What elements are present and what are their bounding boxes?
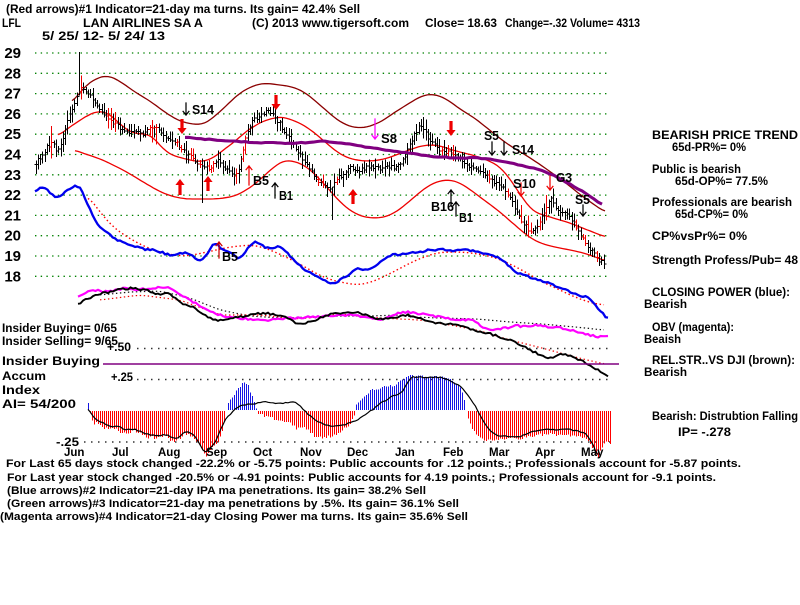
svg-text:May: May	[581, 447, 604, 459]
svg-text:21: 21	[4, 207, 21, 224]
svg-text:+.50: +.50	[107, 342, 131, 354]
svg-text:Beaish: Beaish	[644, 334, 681, 346]
svg-text:(Green arrows)#3 Indicator=21-: (Green arrows)#3 Indicator=21-day ma pen…	[7, 498, 459, 510]
svg-text:Insider Selling= 9/65: Insider Selling= 9/65	[2, 336, 119, 348]
svg-text:S10: S10	[513, 176, 536, 191]
svg-text:Public is bearish: Public is bearish	[652, 164, 741, 176]
svg-text:LAN AIRLINES SA A: LAN AIRLINES SA A	[83, 18, 203, 30]
svg-text:Apr: Apr	[535, 447, 555, 459]
svg-text:(Blue arrows)#2 Indicator=21-d: (Blue arrows)#2 Indicator=21-day IPA ma …	[7, 485, 426, 497]
svg-text:BEARISH PRICE TREND: BEARISH PRICE TREND	[652, 130, 798, 142]
svg-text:(Magenta arrows)#4 Indicator=2: (Magenta arrows)#4 Indicator=21-day Clos…	[0, 511, 468, 523]
svg-text:Strength Profess/Pub= 48: Strength Profess/Pub= 48	[652, 255, 799, 267]
svg-text:CP%vsPr%= 0%: CP%vsPr%= 0%	[652, 231, 747, 243]
svg-text:Professionals are bearish: Professionals are bearish	[652, 197, 792, 209]
svg-text:22: 22	[4, 187, 21, 204]
svg-text:26: 26	[4, 106, 21, 123]
svg-text:19: 19	[4, 248, 21, 265]
svg-text:Feb: Feb	[443, 447, 463, 459]
svg-text:S5: S5	[575, 192, 590, 207]
svg-text:B5: B5	[253, 173, 269, 188]
svg-text:CLOSING POWER (blue):: CLOSING POWER (blue):	[652, 287, 790, 299]
svg-text:Index: Index	[2, 385, 41, 397]
svg-text:Insider Buying= 0/65: Insider Buying= 0/65	[2, 323, 118, 335]
svg-text:For Last 65 days stock changed: For Last 65 days stock changed -22.2% or…	[6, 458, 741, 470]
svg-text:S14: S14	[512, 142, 535, 157]
svg-text:S8: S8	[381, 131, 397, 146]
svg-text:B5: B5	[222, 249, 238, 264]
svg-text:29: 29	[4, 45, 21, 62]
svg-text:S5: S5	[484, 128, 499, 143]
svg-text:Jul: Jul	[112, 447, 129, 459]
svg-text:28: 28	[4, 65, 21, 82]
svg-text:27: 27	[4, 86, 21, 103]
svg-text:Accum: Accum	[2, 371, 46, 383]
svg-text:B1: B1	[279, 188, 293, 203]
svg-text:20: 20	[4, 228, 21, 245]
svg-text:Bearish: Distrubtion Falling: Bearish: Distrubtion Falling	[652, 411, 798, 423]
svg-text:25: 25	[4, 126, 21, 143]
svg-text:Change=-.32: Change=-.32	[505, 18, 567, 30]
svg-text:-.25: -.25	[56, 437, 80, 449]
svg-text:+.25: +.25	[111, 372, 134, 384]
svg-text:65d-CP%= 0%: 65d-CP%= 0%	[675, 209, 748, 221]
svg-text:Jun: Jun	[64, 447, 84, 459]
svg-text:Oct: Oct	[253, 447, 272, 459]
svg-text:OBV (magenta):: OBV (magenta):	[652, 322, 734, 334]
svg-text:Volume= 4313: Volume= 4313	[570, 18, 640, 30]
svg-text:LFL: LFL	[2, 18, 21, 30]
svg-text:24: 24	[4, 147, 21, 164]
svg-text:Close= 18.63: Close= 18.63	[425, 18, 497, 30]
svg-text:Nov: Nov	[300, 447, 322, 459]
svg-text:5/ 25/ 12- 5/ 24/ 13: 5/ 25/ 12- 5/ 24/ 13	[42, 31, 165, 43]
svg-text:B16: B16	[431, 199, 454, 214]
svg-text:Sep: Sep	[206, 447, 227, 459]
svg-text:Bearish: Bearish	[644, 367, 687, 379]
svg-text:Bearish: Bearish	[644, 299, 687, 311]
svg-text:Aug: Aug	[158, 447, 180, 459]
svg-text:65d-PR%= 0%: 65d-PR%= 0%	[672, 142, 746, 154]
svg-text:G3: G3	[556, 170, 572, 185]
svg-text:(Red arrows)#1 Indicator=21-da: (Red arrows)#1 Indicator=21-day ma turns…	[6, 4, 360, 16]
svg-text:S14: S14	[192, 102, 215, 117]
svg-text:For Last year stock changed -2: For Last year stock changed -20.5% or -4…	[7, 472, 716, 484]
svg-text:Mar: Mar	[489, 447, 510, 459]
svg-text:23: 23	[4, 167, 21, 184]
svg-text:AI= 54/200: AI= 54/200	[2, 399, 76, 411]
svg-text:Dec: Dec	[347, 447, 369, 459]
svg-text:Insider Buying: Insider Buying	[2, 356, 100, 368]
svg-text:Jan: Jan	[395, 447, 415, 459]
svg-text:B1: B1	[459, 210, 473, 225]
svg-text:18: 18	[4, 268, 21, 285]
svg-text:(C) 2013 www.tigersoft.com: (C) 2013 www.tigersoft.com	[252, 18, 409, 30]
svg-text:65d-OP%= 77.5%: 65d-OP%= 77.5%	[675, 176, 768, 188]
svg-text:REL.STR..VS DJI (brown):: REL.STR..VS DJI (brown):	[652, 355, 795, 367]
svg-text:IP= -.278: IP= -.278	[678, 427, 732, 439]
